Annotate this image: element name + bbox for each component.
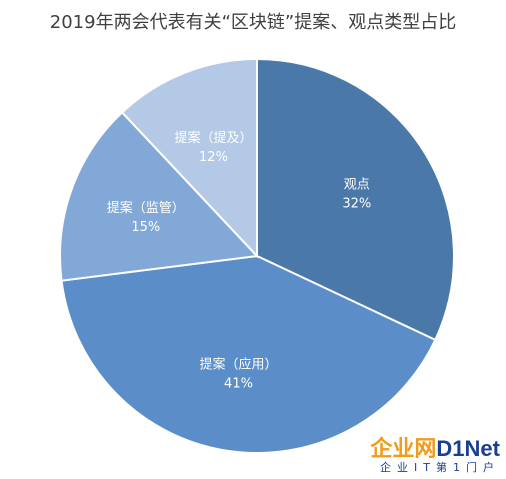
slice-value-0: 32%	[342, 197, 371, 212]
slice-label-0: 观点	[344, 178, 370, 193]
watermark-sub: 企业IT第1门户	[380, 461, 500, 474]
pie-slice-0	[256, 57, 455, 342]
slice-label-1: 提案（应用）	[200, 357, 278, 373]
slice-value-3: 12%	[199, 150, 228, 165]
pie-slice-3	[120, 57, 258, 259]
watermark-cn: 企业网	[370, 436, 437, 461]
chart-title: 2019年两会代表有关“区块链”提案、观点类型占比	[49, 12, 457, 33]
watermark-logo: 企业网D1Net 企业IT第1门户	[320, 431, 500, 475]
pie-slice-2	[59, 110, 260, 282]
pie-slice-1	[60, 254, 437, 454]
watermark-en: D1Net	[436, 436, 500, 461]
slice-value-1: 41%	[224, 377, 253, 392]
slice-value-2: 15%	[131, 220, 160, 235]
slice-label-3: 提案（提及）	[174, 130, 252, 146]
slice-label-2: 提案（监管）	[107, 200, 185, 216]
